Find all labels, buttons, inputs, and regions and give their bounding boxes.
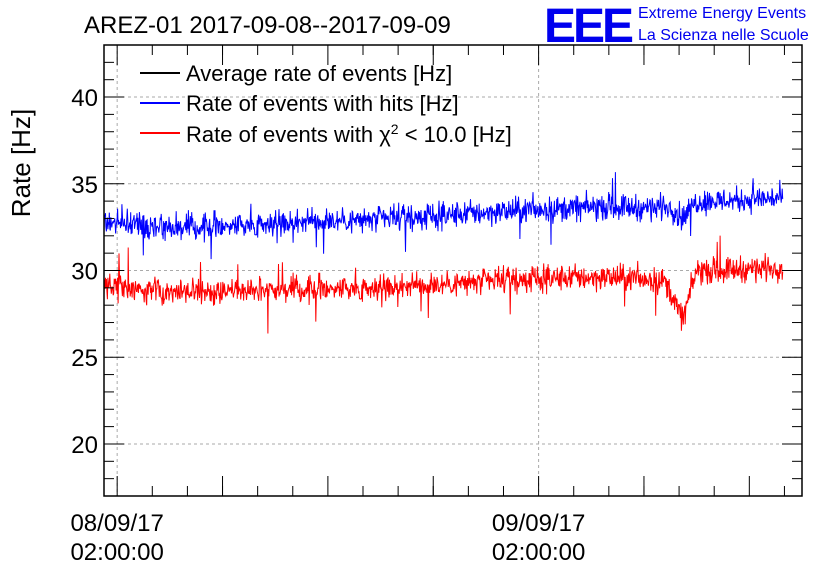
y-tick-label-30: 30	[71, 259, 98, 286]
legend-label-average: Average rate of events [Hz]	[186, 61, 452, 86]
chart-title: AREZ-01 2017-09-08--2017-09-09	[84, 12, 451, 39]
y-tick-label-25: 25	[71, 345, 98, 372]
legend: Average rate of events [Hz] Rate of even…	[140, 61, 512, 147]
legend-label-chi2-superscript: 2	[391, 121, 399, 137]
series-line-hits	[103, 172, 784, 260]
x-tick-date-0: 08/09/17	[70, 510, 163, 537]
eee-logo-line1: Extreme Energy Events	[638, 5, 806, 22]
data-series	[103, 172, 784, 334]
legend-label-chi2-prefix: Rate of events with	[186, 122, 379, 147]
x-tick-time-1: 02:00:00	[492, 539, 585, 566]
y-tick-label-35: 35	[71, 172, 98, 199]
legend-label-chi2-suffix: < 10.0 [Hz]	[399, 122, 512, 147]
y-tick-labels: 20 25 30 35 40	[71, 85, 98, 459]
legend-label-hits: Rate of events with hits [Hz]	[186, 91, 459, 116]
grid-lines	[104, 45, 802, 496]
legend-label-chi2: Rate of events with χ2 < 10.0 [Hz]	[186, 121, 512, 147]
axis-ticks	[104, 44, 802, 497]
series-line-chi2	[103, 235, 784, 334]
y-tick-label-40: 40	[71, 85, 98, 112]
eee-logo: EEE Extreme Energy Events La Scienza nel…	[544, 0, 809, 53]
eee-logo-line2: La Scienza nelle Scuole	[638, 27, 809, 44]
x-tick-date-1: 09/09/17	[492, 510, 585, 537]
y-axis-label: Rate [Hz]	[6, 109, 36, 217]
eee-logo-letters: EEE	[544, 0, 633, 53]
x-tick-time-0: 02:00:00	[70, 539, 163, 566]
y-tick-label-20: 20	[71, 432, 98, 459]
legend-label-chi2-symbol: χ	[379, 122, 391, 147]
